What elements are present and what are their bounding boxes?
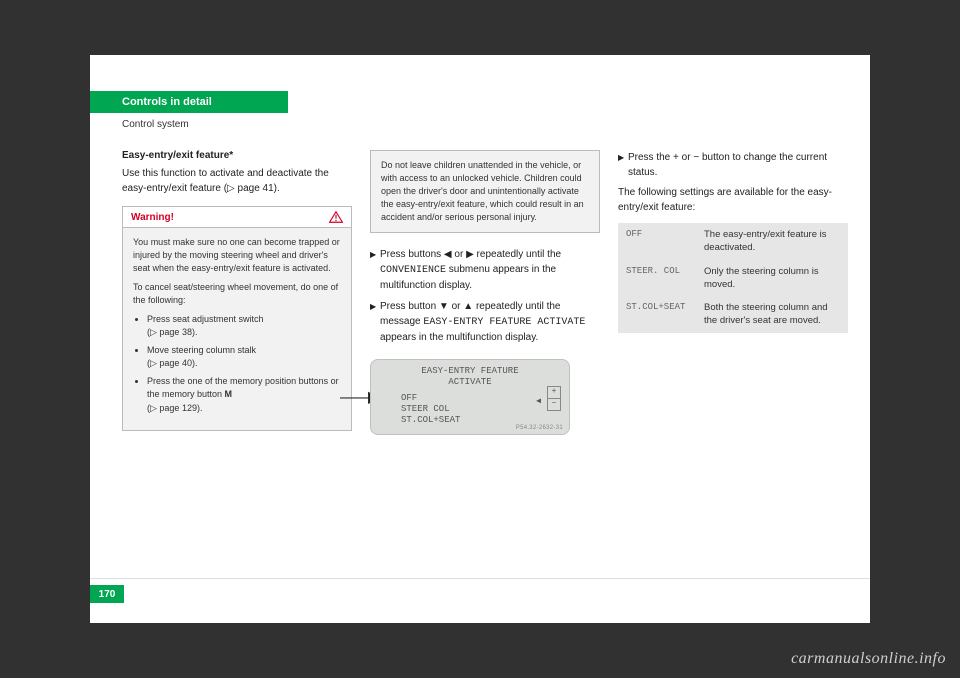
step-3: ▶ Press the + or − button to change the … [618, 150, 848, 180]
setting-key-steer: STEER. COL [626, 265, 704, 292]
warning-title: Warning! [131, 212, 174, 223]
table-row: ST.COL+SEAT Both the steering column and… [618, 296, 848, 333]
column-2: Do not leave children unattended in the … [370, 150, 600, 435]
step-1: ▶ Press buttons ◀ or ▶ repeatedly until … [370, 247, 600, 293]
watermark: carmanualsonline.info [791, 650, 946, 668]
down-arrow-icon: ▼ [439, 301, 449, 312]
right-arrow-icon: ▶ [466, 249, 474, 260]
step-2: ▶ Press button ▼ or ▲ repeatedly until t… [370, 299, 600, 345]
footer-rule [90, 578, 870, 579]
column-1: Easy-entry/exit feature* Use this functi… [122, 150, 352, 431]
settings-intro: The following settings are available for… [618, 186, 848, 215]
warning-bullet-3: Press the one of the memory position but… [147, 375, 341, 414]
lcd-display: EASY-ENTRY FEATURE ACTIVATE OFF STEER CO… [370, 359, 570, 435]
display-figure: ——▶ EASY-ENTRY FEATURE ACTIVATE OFF STEE… [370, 359, 600, 435]
setting-val-off: The easy-entry/exit feature is deactivat… [704, 228, 840, 255]
procedure-steps: ▶ Press buttons ◀ or ▶ repeatedly until … [370, 247, 600, 345]
warning-bullet-1: Press seat adjustment switch (▷ page 38)… [147, 313, 341, 339]
page-number: 170 [90, 585, 124, 603]
lcd-selector-icon: ◀ [536, 397, 541, 407]
table-row: OFF The easy-entry/exit feature is deact… [618, 223, 848, 260]
section-tab-label: Controls in detail [122, 96, 212, 108]
step-2-text: Press button ▼ or ▲ repeatedly until the… [380, 299, 600, 345]
table-row: STEER. COL Only the steering column is m… [618, 260, 848, 297]
warning-list: Press seat adjustment switch (▷ page 38)… [133, 313, 341, 414]
section-subtitle: Control system [122, 119, 189, 130]
up-arrow-icon: ▲ [463, 301, 473, 312]
column-3: ▶ Press the + or − button to change the … [618, 150, 848, 333]
step-3-text: Press the + or − button to change the cu… [628, 150, 848, 180]
section-tab: Controls in detail [90, 91, 288, 113]
step-marker-icon: ▶ [370, 299, 380, 345]
warning-bullet-2: Move steering column stalk (▷ page 40). [147, 344, 341, 370]
warning-triangle-icon [329, 211, 343, 223]
warning-p1: You must make sure no one can become tra… [133, 236, 341, 275]
warning-box: Warning! You must make sure no one can b… [122, 206, 352, 431]
lcd-line-1: EASY-ENTRY FEATURE [379, 366, 561, 377]
figure-tag: P54.32-2632-31 [516, 425, 563, 433]
warning-body: You must make sure no one can become tra… [123, 228, 351, 430]
left-arrow-icon: ◀ [444, 249, 452, 260]
lcd-plus-minus: + − [547, 386, 561, 411]
warning-header: Warning! [123, 207, 351, 228]
settings-table: OFF The easy-entry/exit feature is deact… [618, 223, 848, 333]
feature-heading: Easy-entry/exit feature* [122, 150, 352, 161]
feature-intro: Use this function to activate and deacti… [122, 167, 352, 196]
lcd-minus: − [548, 399, 560, 410]
step-marker-icon: ▶ [618, 150, 628, 180]
warning-p2: To cancel seat/steering wheel movement, … [133, 281, 341, 307]
setting-key-seat: ST.COL+SEAT [626, 301, 704, 328]
child-safety-note: Do not leave children unattended in the … [370, 150, 600, 233]
step-1-text: Press buttons ◀ or ▶ repeatedly until th… [380, 247, 600, 293]
setting-val-seat: Both the steering column and the driver'… [704, 301, 840, 328]
lcd-plus: + [548, 387, 560, 399]
setting-key-off: OFF [626, 228, 704, 255]
manual-page: Controls in detail Control system Easy-e… [90, 55, 870, 623]
lcd-line-2: ACTIVATE [379, 377, 561, 388]
col3-steps: ▶ Press the + or − button to change the … [618, 150, 848, 180]
step-marker-icon: ▶ [370, 247, 380, 293]
setting-val-steer: Only the steering column is moved. [704, 265, 840, 292]
